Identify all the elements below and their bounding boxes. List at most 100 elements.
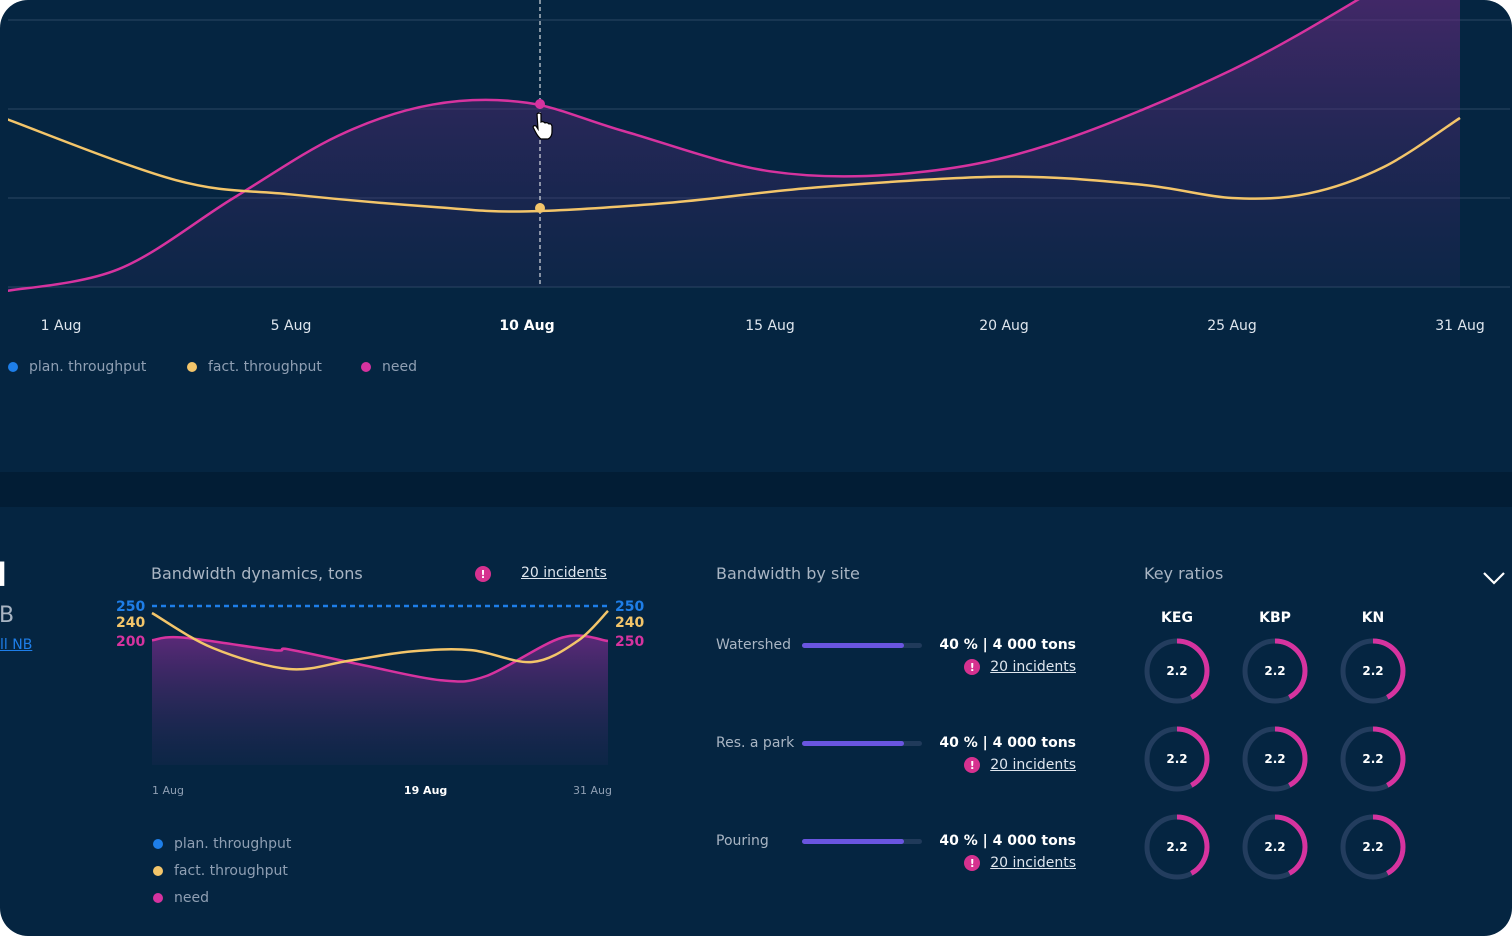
legend-label: fact. throughput [208,359,322,375]
site-incidents: ! 20 incidents [964,659,1076,675]
legend-label: plan. throughput [29,359,147,375]
sites-title: Bandwidth by site [716,564,860,583]
site-value: 40 % | 4 000 tons [939,735,1076,751]
site-row: Res. a park 40 % | 4 000 tons! 20 incident… [716,735,1076,785]
legend-dot-icon [153,893,163,903]
warning-icon: ! [964,757,981,773]
site-progress-bar [802,839,922,844]
partial-heading: l [0,556,7,594]
site-progress-bar [802,643,922,648]
fact-hover-point[interactable] [535,203,545,213]
dynamics-title: Bandwidth dynamics, tons [151,564,363,583]
hand-cursor-icon [532,112,553,140]
chevron-down-icon[interactable] [1482,570,1506,586]
ratio-gauge[interactable]: 2.2 [1241,637,1309,705]
gauge-ring [1242,638,1308,704]
need-line [8,0,1360,292]
legend-item-fact[interactable]: fact. throughput [153,863,288,879]
x-tick-label: 1 Aug [152,784,184,797]
ratio-gauge[interactable]: 2.2 [1241,725,1309,793]
ratio-gauge[interactable]: 2.2 [1143,813,1211,881]
x-tick-label: 20 Aug [979,318,1029,334]
main-chart[interactable] [0,0,1512,300]
gauge-value: 2.2 [1166,664,1188,678]
x-tick-label: 19 Aug [403,784,448,797]
x-tick-label: 15 Aug [745,318,795,334]
gauge-value: 2.2 [1264,664,1286,678]
ratio-gauge[interactable]: 2.2 [1143,637,1211,705]
ratio-gauge[interactable]: 2.2 [1339,637,1407,705]
legend-item-fact[interactable]: fact. throughput [187,359,322,375]
x-tick-label: 31 Aug [573,784,612,797]
dynamics-incidents-link[interactable]: 20 incidents [521,565,607,581]
legend-dot-icon [153,839,163,849]
site-progress-fill [802,643,904,648]
dynamics-chart[interactable] [0,590,700,780]
gauge-value: 2.2 [1166,752,1188,766]
site-value: 40 % | 4 000 tons [939,637,1076,653]
warning-icon: ! [964,855,981,871]
section-divider [0,472,1512,507]
ratio-gauge[interactable]: 2.2 [1143,725,1211,793]
fact-line [8,116,1461,213]
need-area [152,635,608,765]
partial-link[interactable]: ll NB [0,637,33,653]
legend-dot-icon [187,362,197,372]
site-incidents-link[interactable]: 20 incidents [990,659,1076,675]
site-incidents: ! 20 incidents [964,855,1076,871]
need-area [8,0,1460,291]
site-name: Pouring [716,833,769,849]
gauge-ring [1144,814,1210,880]
gauge-value: 2.2 [1264,840,1286,854]
y-label-left: 250 [116,599,146,615]
gauge-ring [1144,726,1210,792]
legend-item-plan[interactable]: plan. throughput [153,836,291,852]
x-tick-label: 1 Aug [40,318,82,334]
x-tick-label: 25 Aug [1207,318,1257,334]
y-label-left: 200 [116,634,146,650]
legend-dot-icon [153,866,163,876]
site-progress-fill [802,839,904,844]
legend-item-need[interactable]: need [361,359,417,375]
ratio-column-header: KBP [1259,610,1291,626]
gauge-ring [1242,726,1308,792]
legend-dot-icon [8,362,18,372]
ratio-gauge[interactable]: 2.2 [1339,725,1407,793]
legend-item-plan[interactable]: plan. throughput [8,359,146,375]
warning-icon: ! [475,566,491,582]
ratio-gauge[interactable]: 2.2 [1241,813,1309,881]
legend-label: need [382,359,417,375]
warning-icon: ! [964,659,981,675]
x-tick-label: 31 Aug [1435,318,1485,334]
site-name: Watershed [716,637,792,653]
site-row: Pouring 40 % | 4 000 tons! 20 incidents [716,833,1076,883]
site-name: Res. a park [716,735,795,751]
gauge-ring [1242,814,1308,880]
ratios-title: Key ratios [1144,564,1224,583]
legend-dot-icon [361,362,371,372]
site-value: 40 % | 4 000 tons [939,833,1076,849]
need-line [151,634,609,683]
fact-line [151,610,609,671]
x-tick-label: 10 Aug [499,318,555,334]
legend-label: plan. throughput [174,836,292,852]
site-incidents: ! 20 incidents [964,757,1076,773]
gauge-value: 2.2 [1362,752,1384,766]
ratio-gauge[interactable]: 2.2 [1339,813,1407,881]
y-label-right: 240 [615,615,645,631]
legend-item-need[interactable]: need [153,890,209,906]
gauge-ring [1144,638,1210,704]
site-incidents-link[interactable]: 20 incidents [990,757,1076,773]
site-incidents-link[interactable]: 20 incidents [990,855,1076,871]
x-tick-label: 5 Aug [270,318,312,334]
partial-subtitle: B [0,603,15,628]
ratio-column-header: KEG [1161,610,1193,626]
gauge-ring [1340,726,1406,792]
gauge-value: 2.2 [1166,840,1188,854]
gauge-value: 2.2 [1264,752,1286,766]
y-label-right: 250 [615,634,645,650]
gauge-value: 2.2 [1362,664,1384,678]
site-progress-bar [802,741,922,746]
need-hover-point[interactable] [535,99,545,109]
